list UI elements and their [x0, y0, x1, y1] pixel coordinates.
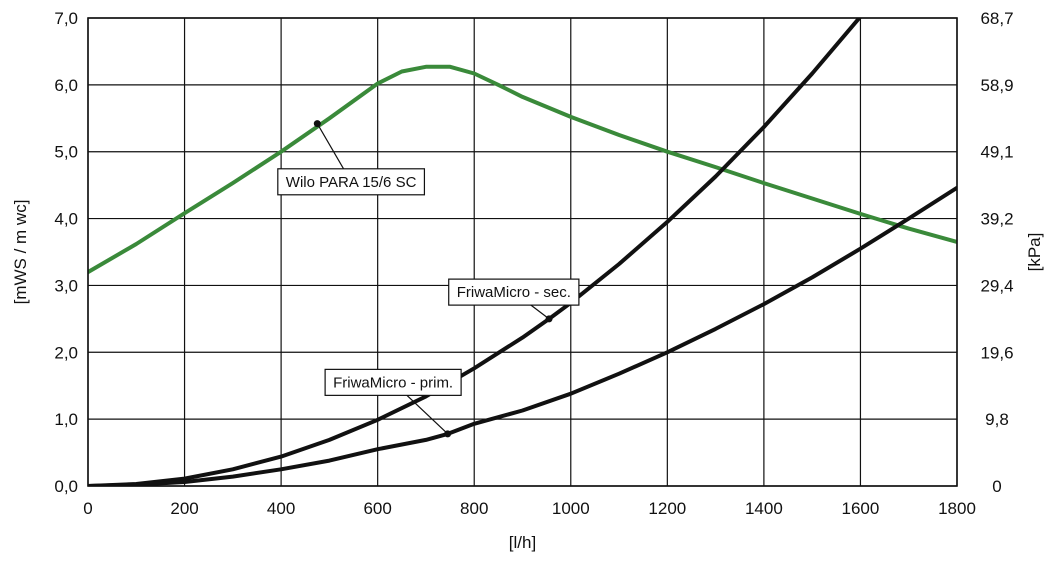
- x-tick-label: 1400: [745, 499, 783, 518]
- y-left-tick-label: 0,0: [54, 477, 78, 496]
- x-tick-labels: 0 200 400 600 800 1000 1200 1400 1600 1800: [83, 499, 976, 518]
- callout-label: FriwaMicro - prim.: [333, 374, 453, 391]
- y-left-tick-label: 7,0: [54, 9, 78, 28]
- callout-dot: [444, 430, 452, 438]
- series-line-0: [88, 64, 957, 275]
- y-right-tick-label: 49,1: [980, 143, 1013, 162]
- x-tick-label: 1800: [938, 499, 976, 518]
- callout-dot: [313, 120, 321, 128]
- y-right-tick-label: 39,2: [980, 210, 1013, 229]
- x-tick-label: 1200: [648, 499, 686, 518]
- callout-0: Wilo PARA 15/6 SC: [277, 120, 426, 196]
- series-group: [88, 18, 957, 486]
- y-right-tick-label: 9,8: [985, 410, 1009, 429]
- y-left-tick-labels: 0,0 1,0 2,0 3,0 4,0 5,0 6,0 7,0: [54, 9, 78, 496]
- y-left-tick-label: 4,0: [54, 210, 78, 229]
- callout-label: FriwaMicro - sec.: [457, 284, 571, 301]
- y-left-tick-label: 5,0: [54, 143, 78, 162]
- callout-box: [277, 168, 426, 196]
- callout-box: [324, 368, 462, 396]
- x-tick-label: 200: [170, 499, 198, 518]
- x-tick-label: 600: [363, 499, 391, 518]
- callout-dot: [545, 315, 553, 323]
- y-right-tick-label: 68,7: [980, 9, 1013, 28]
- x-axis-title: [l/h]: [509, 533, 536, 552]
- series-line-2: [88, 185, 957, 486]
- y-left-tick-label: 1,0: [54, 410, 78, 429]
- y-axis-title-right: [kPa]: [1025, 233, 1044, 272]
- y-left-tick-label: 3,0: [54, 276, 78, 295]
- series-line-1: [88, 18, 862, 486]
- x-tick-label: 400: [267, 499, 295, 518]
- x-tick-label: 800: [460, 499, 488, 518]
- y-right-tick-label: 19,6: [980, 343, 1013, 362]
- callouts: Wilo PARA 15/6 SC FriwaMicro - sec. FriwaM…: [277, 120, 580, 438]
- y-right-tick-label: 58,9: [980, 76, 1013, 95]
- y-left-tick-label: 6,0: [54, 76, 78, 95]
- y-left-tick-label: 2,0: [54, 343, 78, 362]
- y-right-tick-label: 0: [992, 477, 1001, 496]
- callout-label: Wilo PARA 15/6 SC: [286, 174, 417, 191]
- x-tick-label: 1600: [842, 499, 880, 518]
- grid: [87, 17, 958, 487]
- x-tick-label: 0: [83, 499, 92, 518]
- callout-2: FriwaMicro - prim.: [324, 368, 462, 438]
- callout-box: [448, 278, 580, 306]
- y-axis-title-left: [mWS / m wc]: [11, 200, 30, 305]
- callout-1: FriwaMicro - sec.: [448, 278, 580, 323]
- plot-frame: [87, 17, 958, 487]
- y-right-tick-labels: 0 9,8 19,6 29,4 39,2 49,1 58,9 68,7: [980, 9, 1013, 496]
- x-tick-label: 1000: [552, 499, 590, 518]
- y-right-tick-label: 29,4: [980, 276, 1013, 295]
